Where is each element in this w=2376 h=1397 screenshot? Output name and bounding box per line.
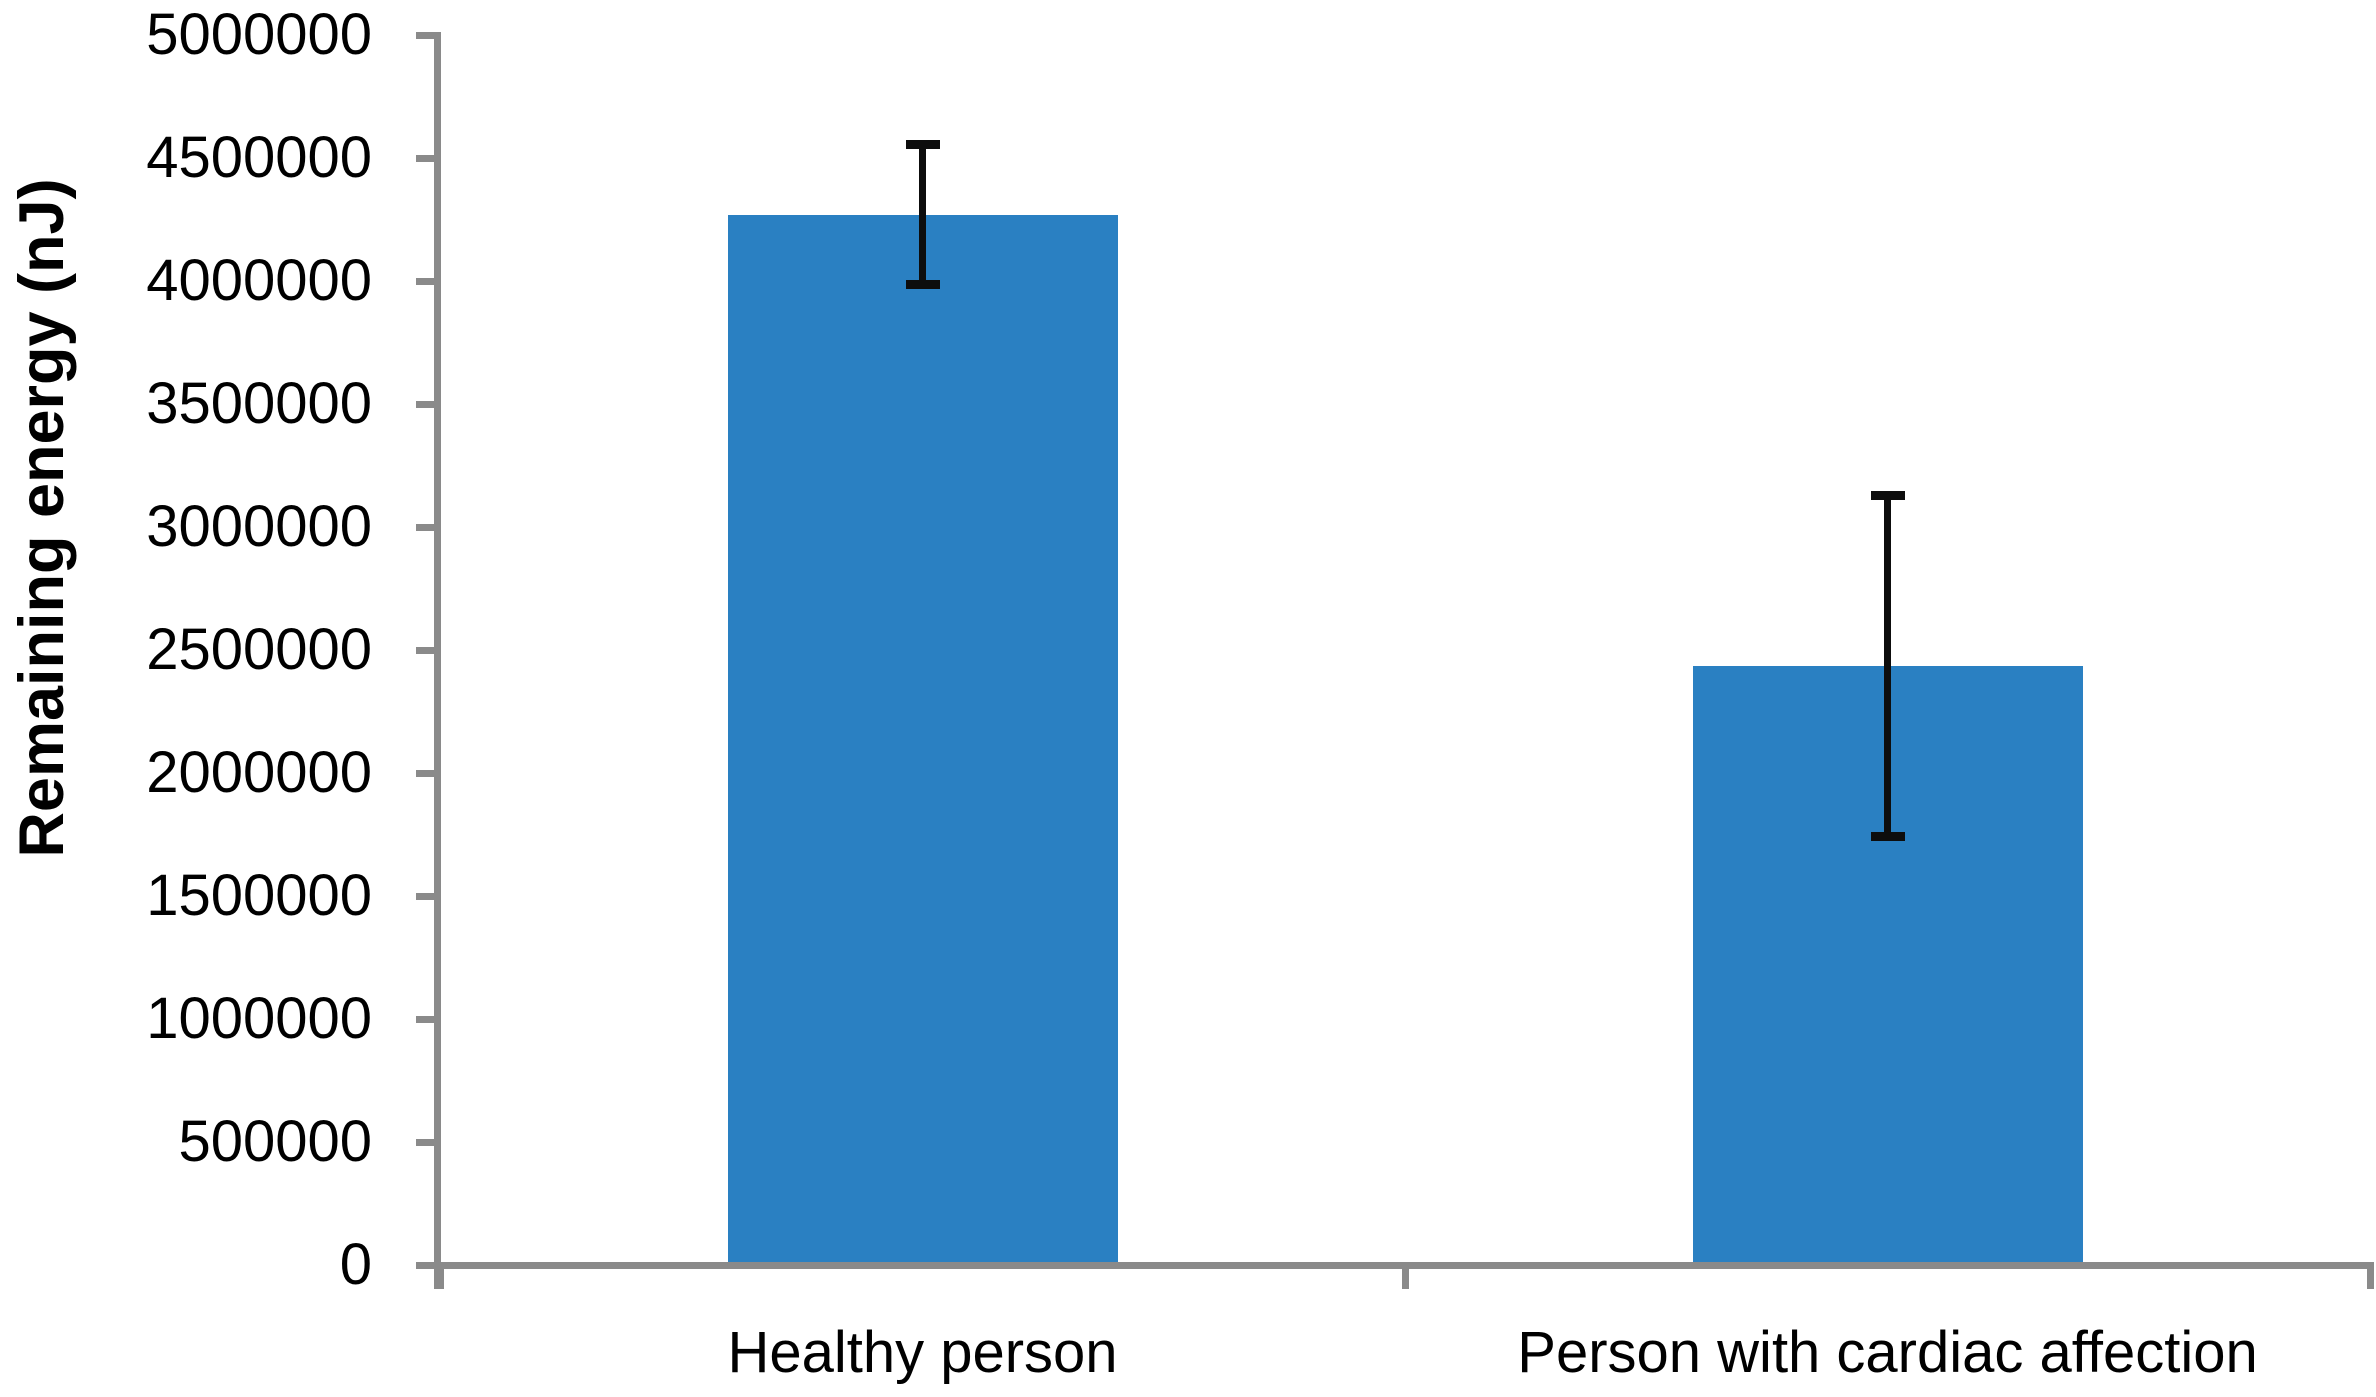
x-category-label: Person with cardiac affection: [1517, 1320, 2258, 1385]
y-tick-label: 3500000: [146, 371, 372, 436]
error-bar-cap: [1871, 491, 1905, 500]
y-tick-label: 5000000: [146, 2, 372, 67]
y-tick-mark: [416, 1139, 440, 1146]
y-tick-label: 3000000: [146, 494, 372, 559]
y-tick-label: 2000000: [146, 740, 372, 805]
bar: [728, 215, 1118, 1265]
y-tick-label: 4000000: [146, 248, 372, 313]
y-tick-mark: [416, 647, 440, 654]
y-tick-mark: [416, 893, 440, 900]
x-category-label: Healthy person: [727, 1320, 1118, 1385]
y-axis-line: [434, 32, 441, 1289]
error-bar-cap: [906, 140, 940, 149]
y-tick-mark: [416, 32, 440, 39]
y-tick-label: 4500000: [146, 125, 372, 190]
error-bar-cap: [1871, 832, 1905, 841]
y-tick-mark: [416, 1262, 440, 1269]
y-tick-mark: [416, 770, 440, 777]
error-bar-line: [1884, 495, 1891, 837]
x-tick-mark: [1402, 1262, 1409, 1289]
y-tick-label: 1000000: [146, 986, 372, 1051]
y-tick-mark: [416, 155, 440, 162]
y-tick-mark: [416, 278, 440, 285]
y-tick-mark: [416, 1016, 440, 1023]
x-tick-mark: [437, 1262, 444, 1289]
x-tick-mark: [2367, 1262, 2374, 1289]
y-tick-label: 1500000: [146, 863, 372, 928]
error-bar-cap: [906, 280, 940, 289]
y-tick-label: 500000: [178, 1109, 372, 1174]
y-tick-mark: [416, 524, 440, 531]
y-tick-label: 2500000: [146, 617, 372, 682]
error-bar-line: [919, 144, 926, 284]
y-tick-mark: [416, 401, 440, 408]
y-tick-label: 0: [339, 1232, 372, 1297]
